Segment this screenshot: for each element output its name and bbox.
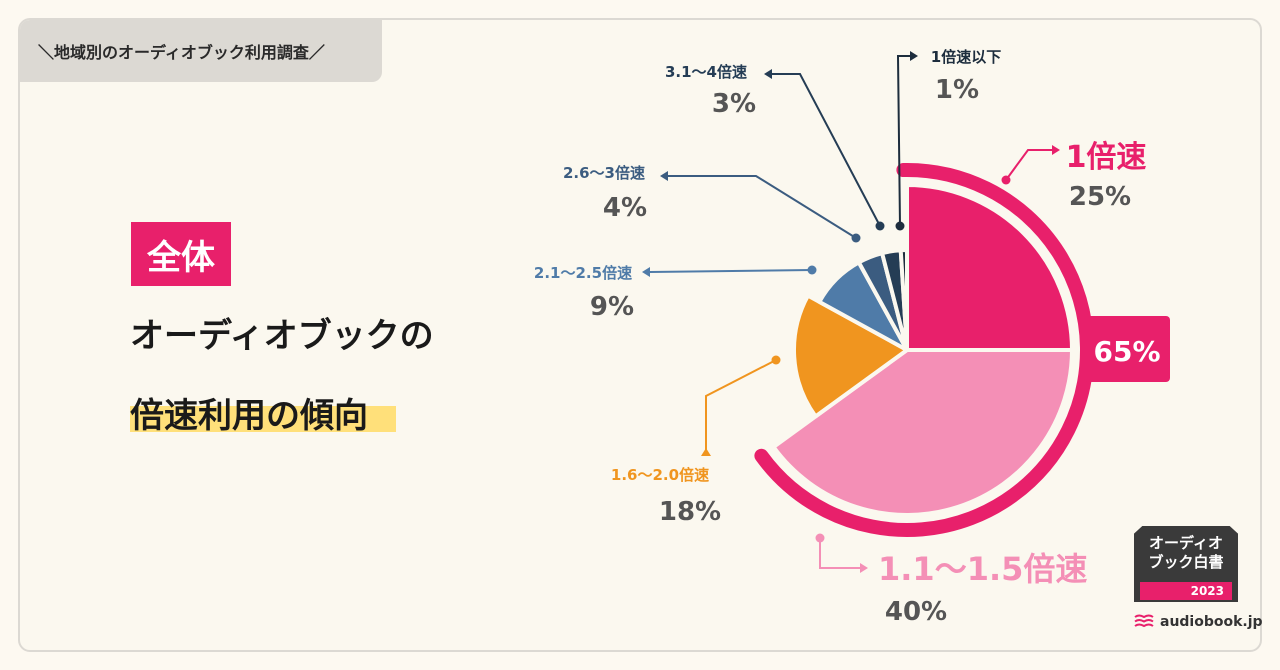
logo-line1: オーディオ bbox=[1149, 534, 1223, 552]
slice-percent-0: 25% bbox=[1069, 182, 1131, 212]
leader-dot-1 bbox=[815, 533, 825, 543]
header-title: ＼地域別のオーディオブック利用調査／ bbox=[38, 43, 325, 62]
leader-dot-6 bbox=[895, 221, 905, 231]
leader-line-4 bbox=[668, 175, 857, 239]
logo-year: 2023 bbox=[1140, 582, 1232, 600]
slice-percent-4: 4% bbox=[603, 193, 647, 223]
slice-label-2: 1.6〜2.0倍速 bbox=[611, 466, 709, 484]
pie-slice-2 bbox=[792, 293, 909, 419]
slice-percent-5: 3% bbox=[712, 89, 756, 119]
leader-arrow-2 bbox=[701, 448, 711, 456]
slice-label-5: 3.1〜4倍速 bbox=[665, 63, 747, 81]
hakusho-logo: オーディオ ブック白書 2023 bbox=[1134, 526, 1238, 606]
pie-slice-0 bbox=[905, 183, 1074, 352]
slice-label-4: 2.6〜3倍速 bbox=[563, 164, 645, 182]
header-tab: ＼地域別のオーディオブック利用調査／ bbox=[20, 20, 382, 82]
leader-line-5 bbox=[772, 73, 881, 227]
leader-dot-3 bbox=[807, 265, 817, 275]
leader-line-3 bbox=[649, 269, 813, 273]
pie-slice-6 bbox=[898, 247, 909, 352]
brand: audiobook.jp bbox=[1134, 614, 1263, 630]
slice-percent-1: 40% bbox=[885, 597, 947, 627]
leader-dot-4 bbox=[851, 233, 861, 243]
overall-badge-label: 全体 bbox=[147, 237, 215, 278]
leader-arrow-6 bbox=[910, 51, 918, 61]
title-line2: 倍速利用の傾向 bbox=[130, 396, 368, 436]
leader-line-1 bbox=[819, 538, 860, 569]
logo-line2: ブック白書 bbox=[1148, 553, 1224, 571]
group-badge bbox=[1084, 316, 1170, 382]
slice-percent-3: 9% bbox=[590, 292, 634, 322]
slice-label-1: 1.1〜1.5倍速 bbox=[878, 550, 1087, 588]
leader-dot-0 bbox=[1001, 175, 1011, 185]
brand-name: audiobook.jp bbox=[1160, 614, 1263, 630]
leader-arrow-4 bbox=[660, 171, 668, 181]
slice-label-6: 1倍速以下 bbox=[931, 48, 1001, 66]
title-line2-wrapper: 倍速利用の傾向 bbox=[130, 388, 396, 438]
slice-label-3: 2.1〜2.5倍速 bbox=[534, 264, 632, 282]
leader-line-2 bbox=[705, 359, 777, 450]
book-stack-icon bbox=[1134, 614, 1154, 628]
leader-arrow-5 bbox=[764, 69, 772, 79]
group-ring-65 bbox=[754, 163, 1094, 537]
slice-percent-2: 18% bbox=[659, 497, 721, 527]
leader-line-6 bbox=[896, 55, 910, 227]
title-highlight bbox=[130, 406, 396, 432]
title-line1: オーディオブックの bbox=[130, 316, 434, 356]
leader-dot-2 bbox=[771, 355, 781, 365]
leader-line-0 bbox=[1005, 149, 1052, 181]
pie-slice-1 bbox=[771, 348, 1074, 517]
leader-arrow-0 bbox=[1052, 145, 1060, 155]
slice-label-0: 1倍速 bbox=[1066, 140, 1147, 175]
logo-text: オーディオ ブック白書 bbox=[1134, 534, 1238, 572]
leader-arrow-3 bbox=[642, 267, 650, 277]
overall-badge: 全体 bbox=[131, 222, 231, 286]
group-badge-label: 65% bbox=[1093, 335, 1160, 368]
slice-percent-6: 1% bbox=[935, 75, 979, 105]
leader-dot-5 bbox=[875, 221, 885, 231]
leader-arrow-1 bbox=[860, 563, 868, 573]
